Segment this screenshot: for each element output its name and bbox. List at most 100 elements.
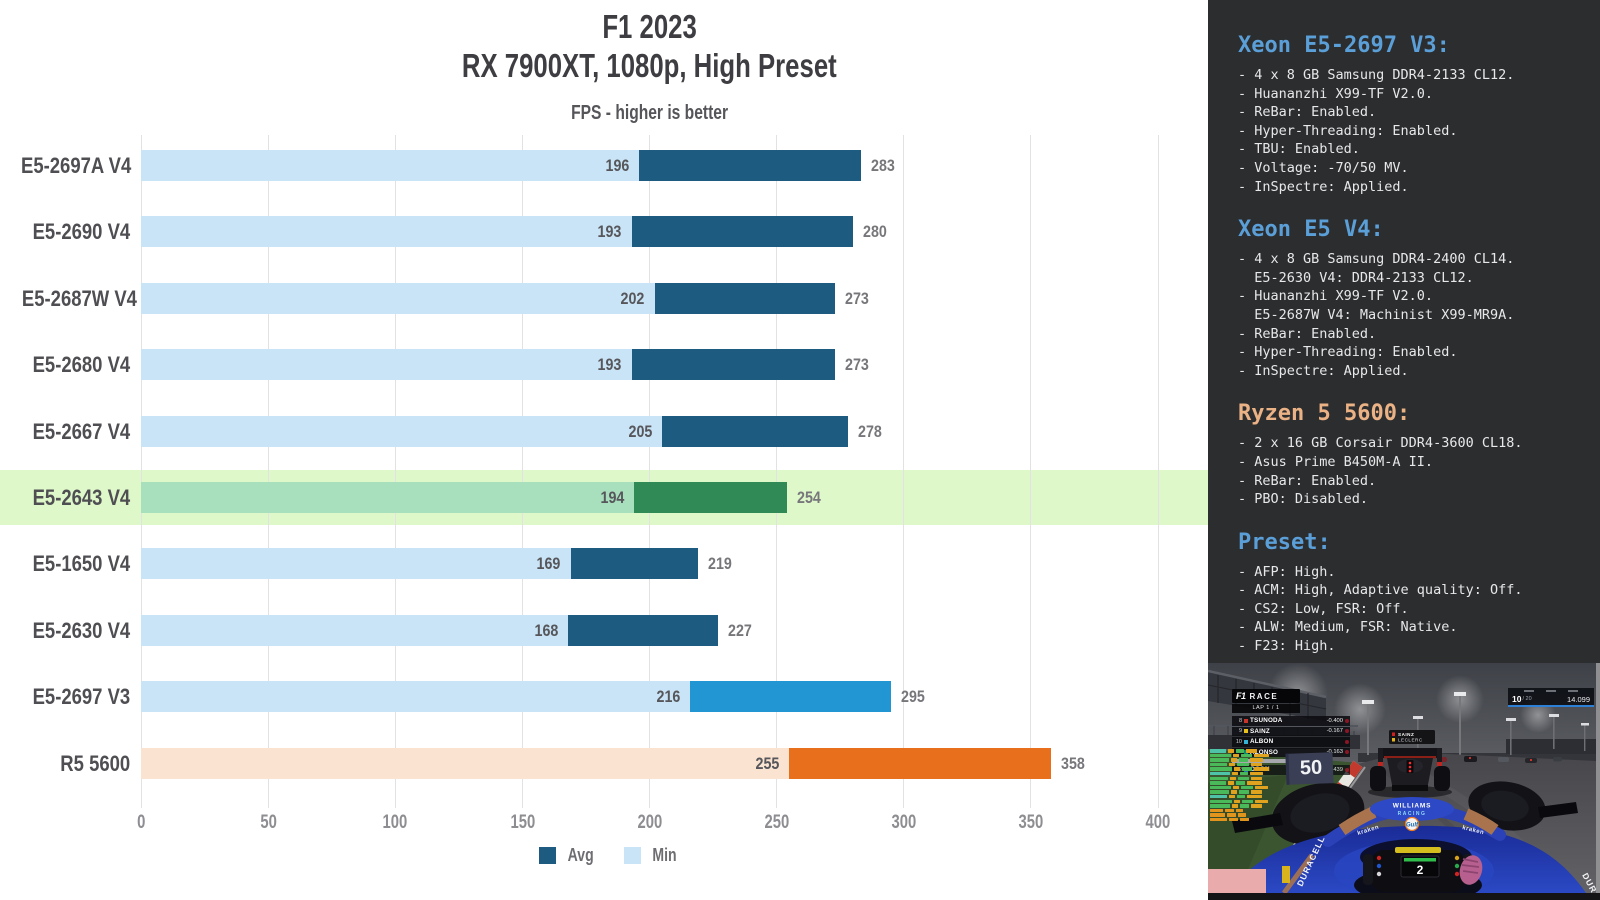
x-tick-label: 350: [1018, 812, 1044, 833]
spec-heading: Xeon E5 V4:: [1238, 217, 1384, 243]
spec-heading: Preset:: [1238, 529, 1331, 555]
telemetry-cell: [1238, 776, 1249, 781]
telemetry-cell: [1254, 753, 1269, 758]
chart-title: F1 2023: [602, 8, 697, 45]
gridline: [521, 135, 523, 808]
telemetry-cell: [1251, 776, 1262, 781]
standings-row: 9 SAINZ -0.167: [1232, 726, 1350, 736]
telemetry-row: [1210, 794, 1315, 799]
spec-section: Xeon E5 V4: - 4 x 8 GB Samsung DDR4-2400 …: [1238, 218, 1600, 380]
halo-team-name: WILLIAMS: [1393, 803, 1432, 810]
min-value-label: 255: [755, 753, 780, 773]
telemetry-cell: [1237, 794, 1245, 799]
min-bar: [141, 415, 663, 447]
status-dot: [1345, 750, 1349, 755]
x-tick-label: 400: [1145, 812, 1171, 833]
telemetry-cell: [1250, 758, 1263, 762]
avg-value-label: 358: [1061, 753, 1086, 773]
telemetry-cell: [1242, 767, 1252, 771]
chart-legend: Avg Min: [101, 845, 1118, 866]
x-tick-label: 250: [764, 812, 789, 833]
telemetry-cell: [1229, 794, 1235, 799]
telemetry-cell: [1247, 781, 1262, 785]
avg-bar: [570, 548, 698, 580]
telemetry-cell: [1255, 799, 1268, 804]
standings-row: 10 ALBON: [1232, 737, 1350, 747]
avg-bar: [789, 747, 1052, 779]
avg-bar: [639, 150, 861, 181]
telemetry-cell: [1251, 790, 1262, 794]
bar-row-label: R5 5600: [60, 750, 130, 776]
min-value-label: 216: [656, 687, 681, 707]
spec-line: - 4 x 8 GB Samsung DDR4-2133 CL12.: [1238, 67, 1515, 83]
telemetry-cell: [1210, 758, 1229, 762]
telemetry-cell: [1247, 794, 1262, 799]
delta-time: -0.167: [1326, 728, 1343, 735]
spec-line: - Asus Prime B450M-A II.: [1238, 453, 1434, 470]
telemetry-row: [1210, 808, 1315, 813]
status-dot: [1345, 739, 1349, 744]
delta-time: -0.163: [1326, 749, 1343, 756]
status-dot: [1345, 729, 1349, 734]
telemetry-row: [1210, 771, 1315, 776]
delta-time: -0.400: [1326, 717, 1343, 724]
x-tick-label: 0: [136, 812, 146, 833]
lap-counter: LAP 1 / 1: [1232, 704, 1300, 713]
position-number: 9: [1238, 728, 1242, 735]
distant-stand: [1506, 739, 1596, 754]
gridline: [1157, 135, 1159, 808]
race-hud-header: F1 RACE: [1232, 689, 1300, 703]
telemetry-cell: [1210, 790, 1229, 794]
gantry-name-2: LECLERC: [1398, 737, 1423, 742]
status-dot: [1345, 718, 1349, 723]
avg-value-label: 295: [901, 687, 925, 707]
telemetry-cell: [1210, 804, 1230, 808]
game-screenshot: SAINZ LECLERC: [1208, 663, 1596, 893]
min-value-label: 205: [628, 421, 653, 441]
avg-value-label: 227: [728, 620, 752, 640]
halo-team-sub: RACING: [1398, 811, 1427, 817]
spec-line: - InSpectre: Applied.: [1238, 362, 1409, 379]
spec-line: - Hyper-Threading: Enabled.: [1238, 344, 1458, 361]
spec-line: - CS2: Low, FSR: Off.: [1238, 600, 1409, 617]
telemetry-cell: [1210, 794, 1227, 799]
benchmark-chart: F1 2023 RX 7900XT, 1080p, High Preset FP…: [0, 8, 1208, 866]
telemetry-row: [1210, 799, 1315, 804]
min-bar: [141, 681, 691, 713]
spec-line: - TBU: Enabled.: [1238, 141, 1360, 158]
telemetry-cell: [1210, 749, 1226, 753]
driver-name: ALONSO: [1250, 748, 1279, 756]
spec-section: Preset: - AFP: High. - ACM: High, Adaptive…: [1238, 529, 1600, 656]
x-tick-label: 100: [382, 812, 408, 833]
x-tick-label: 300: [891, 812, 917, 833]
telemetry-cell: [1229, 762, 1235, 767]
bar-row-label: E5-1650 V4: [32, 551, 130, 577]
spec-line: - ReBar: Enabled.: [1238, 104, 1377, 121]
position-number: 10: [1235, 738, 1242, 745]
telemetry-cell: [1231, 758, 1237, 762]
delta-time: -0.439: [1326, 766, 1343, 773]
gridline: [1030, 135, 1032, 808]
avg-value-label: 273: [845, 288, 869, 308]
min-bar: [141, 482, 635, 513]
x-tick-label: 200: [637, 812, 662, 833]
telemetry-cell: [1234, 799, 1240, 804]
spec-text: Xeon E5-2697 V3: - 4 x 8 GB Samsung DDR4-…: [1208, 0, 1600, 678]
session-timer-hud: 10 / 20 14.099: [1508, 688, 1594, 707]
telemetry-cell: [1233, 785, 1239, 790]
avg-bar: [634, 482, 787, 513]
telemetry-cell: [1210, 808, 1223, 813]
status-dot: [1345, 767, 1349, 772]
telemetry-cell: [1240, 771, 1248, 776]
telemetry-cell: [1227, 813, 1236, 817]
avg-value-label: 254: [796, 488, 821, 507]
avg-bar: [690, 681, 892, 713]
team-color-chip: [1244, 739, 1248, 744]
bar-row-label: E5-2697A V4: [21, 153, 132, 178]
telemetry-cell: [1238, 813, 1246, 817]
session-current: 10: [1512, 694, 1522, 704]
spec-line: - Hyper-Threading: Enabled.: [1238, 122, 1458, 139]
telemetry-cell: [1210, 813, 1225, 817]
telemetry-cell: [1232, 771, 1238, 776]
bar-row-label: E5-2680 V4: [32, 352, 130, 378]
